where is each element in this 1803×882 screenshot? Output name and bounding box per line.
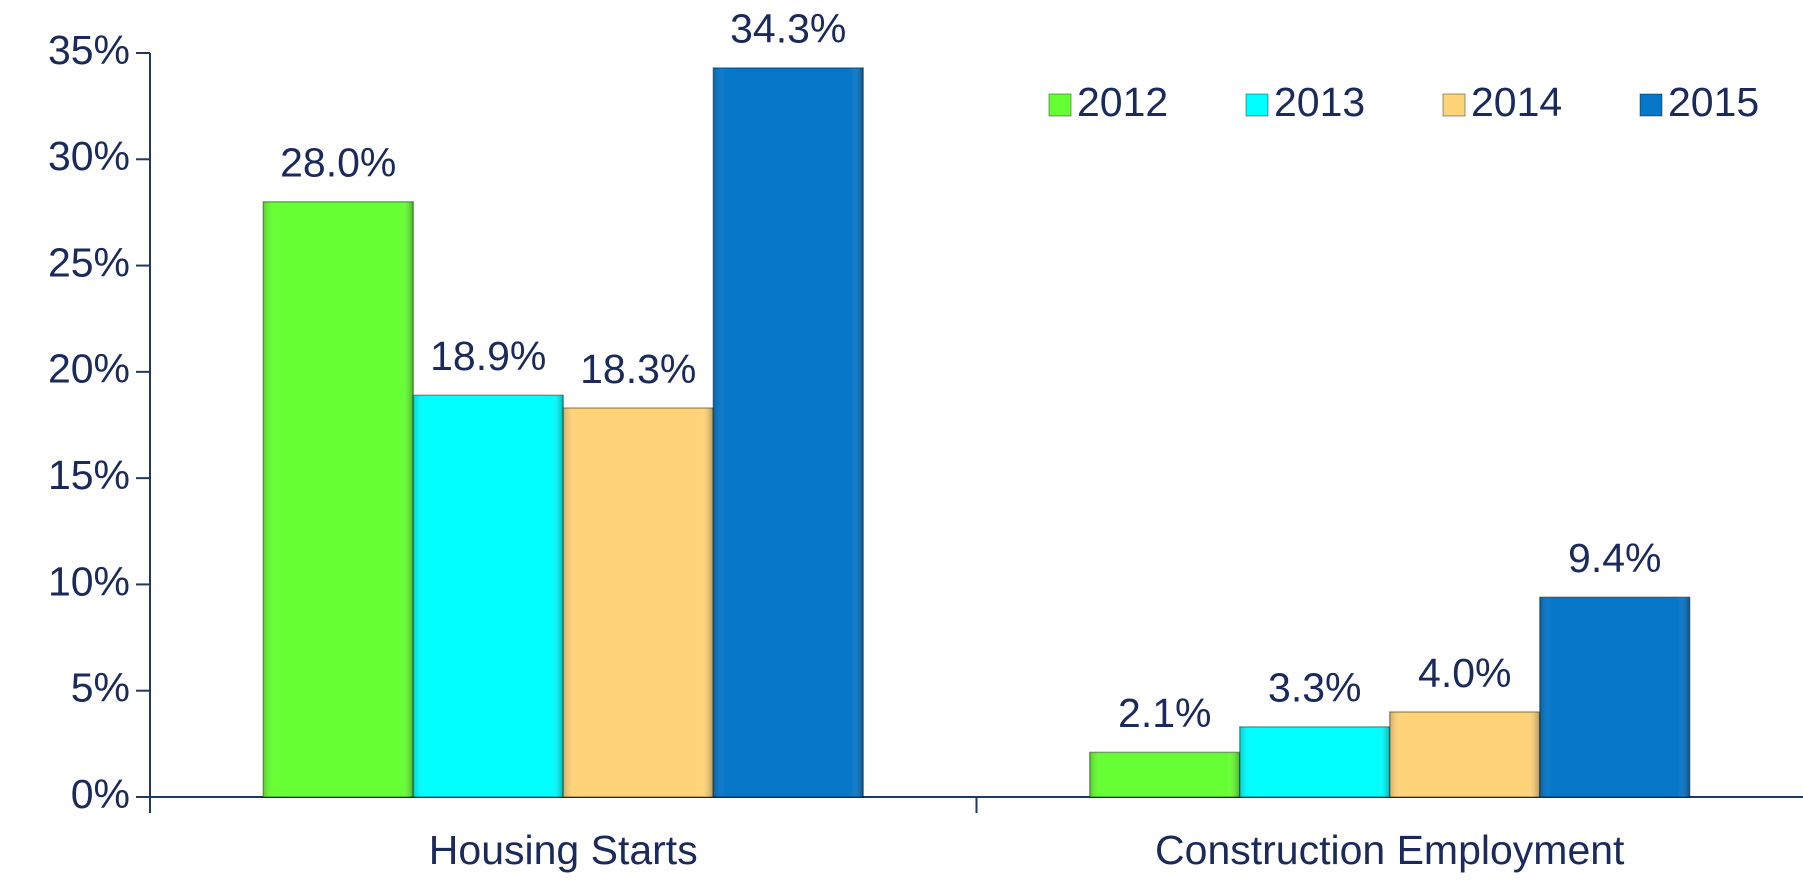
bar-shade bbox=[1389, 711, 1540, 797]
data-label: 4.0% bbox=[1418, 650, 1511, 696]
y-tick-label: 25% bbox=[48, 239, 130, 285]
y-tick-label: 5% bbox=[71, 665, 130, 711]
bar-shade bbox=[1089, 752, 1240, 797]
x-tick-label: Construction Employment bbox=[1155, 827, 1625, 873]
data-label: 28.0% bbox=[280, 140, 396, 186]
y-tick-label: 35% bbox=[48, 27, 130, 73]
data-label: 18.3% bbox=[580, 346, 696, 392]
legend-swatch bbox=[1442, 93, 1466, 117]
legend-swatch bbox=[1245, 93, 1269, 117]
bar-shade bbox=[713, 67, 864, 797]
data-label: 9.4% bbox=[1568, 535, 1661, 581]
legend-swatch bbox=[1639, 93, 1663, 117]
legend-label: 2015 bbox=[1668, 79, 1759, 125]
bar-shade bbox=[563, 407, 714, 797]
data-label: 34.3% bbox=[730, 6, 846, 52]
data-label: 2.1% bbox=[1118, 690, 1211, 736]
bar-shade bbox=[1239, 726, 1390, 797]
y-tick-label: 10% bbox=[48, 558, 130, 604]
bar-shade bbox=[263, 201, 414, 798]
y-tick-label: 15% bbox=[48, 452, 130, 498]
bar-shade bbox=[413, 395, 564, 797]
x-tick-label: Housing Starts bbox=[429, 827, 698, 873]
y-tick-label: 0% bbox=[71, 771, 130, 817]
y-tick-label: 30% bbox=[48, 133, 130, 179]
legend-label: 2012 bbox=[1077, 79, 1168, 125]
legend-label: 2014 bbox=[1471, 79, 1562, 125]
legend-swatch bbox=[1048, 93, 1072, 117]
y-tick-label: 20% bbox=[48, 346, 130, 392]
legend-label: 2013 bbox=[1274, 79, 1365, 125]
data-label: 18.9% bbox=[430, 333, 546, 379]
bar-shade bbox=[1539, 597, 1690, 797]
data-label: 3.3% bbox=[1268, 665, 1361, 711]
